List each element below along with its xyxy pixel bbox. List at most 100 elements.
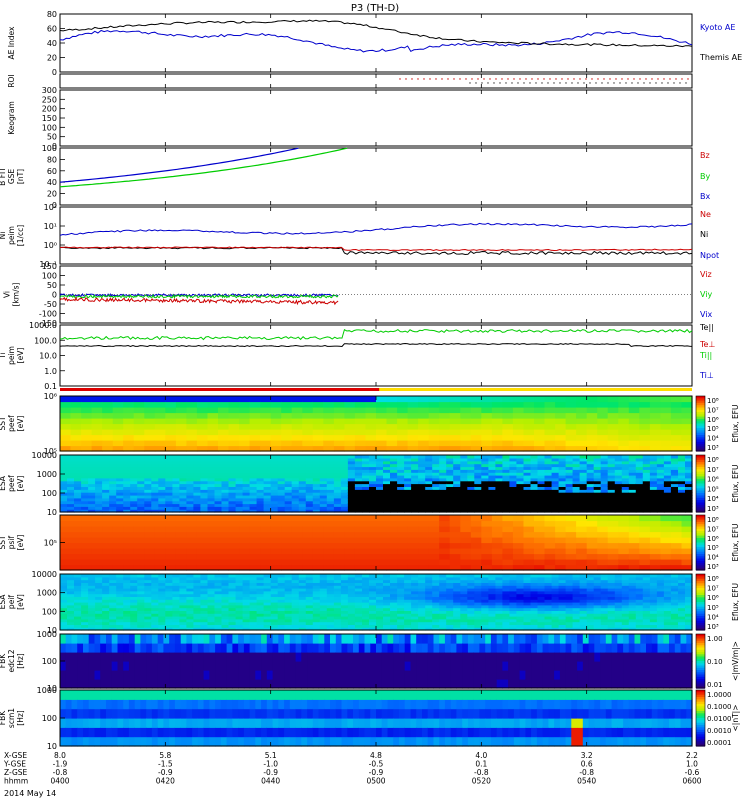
esa-electron-panel-cell — [656, 463, 665, 468]
sst-electron-panel-cell — [196, 401, 208, 408]
esa-electron-panel-cell — [565, 483, 574, 487]
sst-ion-panel-cell — [91, 515, 103, 522]
esa-ion-panel-cell — [207, 602, 216, 606]
esa-electron-panel-cell — [495, 486, 503, 490]
esa-electron-panel-cell — [165, 483, 173, 487]
esa-electron-panel-cell — [200, 469, 208, 473]
sst-electron-panel-cell — [207, 423, 219, 430]
esa-ion-panel-cell — [418, 593, 426, 597]
sst-electron-panel-cell — [534, 412, 546, 419]
esa-ion-panel-cell — [354, 624, 363, 628]
sst-electron-panel-cell — [618, 418, 630, 425]
esa-electron-panel-cell — [586, 497, 595, 502]
esa-ion-panel-cell — [277, 596, 286, 600]
esa-ion-panel-cell — [425, 624, 433, 628]
esa-ion-panel-cell — [362, 610, 370, 614]
sst-electron-panel-cell — [523, 407, 535, 414]
esa-electron-panel-cell — [537, 457, 546, 462]
esa-electron-panel-cell — [607, 492, 616, 496]
esa-ion-panel-cell — [579, 590, 588, 595]
esa-electron-panel-cell — [376, 455, 384, 459]
esa-electron-panel-cell — [635, 509, 644, 513]
esa-electron-panel-cell — [411, 500, 419, 505]
esa-electron-panel-cell — [509, 492, 517, 496]
esa-electron-panel-cell — [404, 497, 412, 502]
esa-electron-panel-cell — [685, 506, 693, 510]
esa-ion-panel-cell — [340, 621, 349, 625]
esa-electron-panel-cell — [186, 480, 194, 485]
esa-electron-panel-cell — [488, 477, 496, 482]
esa-ion-panel-cell — [362, 613, 370, 617]
sst-electron-panel-cell — [70, 440, 82, 447]
esa-electron-panel-cell — [481, 483, 489, 487]
esa-electron-panel-cell — [312, 509, 321, 513]
esa-ion-panel-cell — [558, 602, 567, 606]
sst-ion-panel-cell — [112, 526, 124, 533]
roi-dot — [567, 78, 569, 80]
sst-electron-panel-colorbar-label: 10⁸ — [707, 397, 719, 405]
esa-ion-panel-cell — [551, 590, 560, 595]
esa-ion-panel-cell — [579, 604, 588, 609]
esa-electron-panel-cell — [263, 457, 272, 462]
esa-ion-panel-cell — [116, 576, 124, 581]
esa-electron-panel-cell — [635, 466, 644, 470]
sst-electron-panel-cell — [386, 412, 398, 419]
esa-electron-panel-cell — [579, 472, 588, 476]
esa-electron-panel-cell — [558, 466, 567, 470]
sst-electron-panel-cell — [555, 434, 567, 441]
esa-ion-panel-cell — [453, 599, 461, 603]
esa-ion-panel-cell — [165, 585, 173, 589]
esa-ion-panel-cell — [354, 585, 363, 589]
sst-ion-panel-cell — [397, 542, 409, 549]
sst-electron-panel-cell — [123, 423, 135, 430]
sst-electron-panel-cell — [618, 423, 630, 430]
sst-electron-panel-cell — [323, 434, 335, 441]
esa-ion-panel-cell — [390, 607, 398, 611]
esa-electron-panel-cell — [109, 480, 117, 485]
sst-electron-panel-cell — [639, 429, 651, 436]
sst-ion-panel-cell — [112, 559, 124, 566]
sst-ion-panel-cell — [133, 542, 145, 549]
esa-electron-panel-cell — [600, 497, 609, 502]
esa-ion-panel-cell — [354, 610, 363, 614]
sst-ion-panel-cell — [418, 526, 430, 533]
esa-ion-panel-cell — [179, 621, 187, 625]
esa-electron-panel-cell — [214, 460, 223, 465]
sst-electron-panel-cell — [60, 423, 72, 430]
esa-electron-panel-cell — [558, 472, 567, 476]
esa-ion-panel-cell — [130, 627, 138, 631]
esa-ion-panel-cell — [579, 624, 588, 628]
esa-electron-panel-cell — [551, 455, 560, 459]
esa-ion-panel-cell — [551, 624, 560, 628]
esa-electron-panel-cell — [354, 506, 363, 510]
esa-ion-panel-cell — [425, 616, 433, 620]
esa-electron-panel-cell — [123, 477, 131, 482]
esa-ion-panel-cell — [502, 585, 510, 589]
esa-electron-panel-cell — [411, 506, 419, 510]
sst-ion-panel-cell — [102, 537, 114, 544]
esa-electron-panel-cell — [88, 477, 96, 482]
esa-electron-panel-cell — [432, 506, 440, 510]
esa-electron-panel-cell — [579, 463, 588, 468]
esa-electron-panel-cell — [74, 497, 82, 502]
sst-electron-panel-cell — [239, 445, 251, 452]
esa-electron-panel-cell — [586, 455, 595, 459]
esa-electron-panel-cell — [249, 500, 258, 505]
bfit-panel-ytick-label: 80 — [47, 155, 57, 164]
sst-ion-panel-cell — [523, 537, 535, 544]
esa-ion-panel-cell — [263, 596, 272, 600]
esa-ion-panel-cell — [151, 618, 159, 623]
sst-electron-panel-cell — [91, 423, 103, 430]
esa-ion-panel-cell — [74, 585, 82, 589]
esa-electron-panel-cell — [207, 457, 216, 462]
sst-ion-panel-cell — [239, 559, 251, 566]
esa-electron-panel-cell — [614, 497, 623, 502]
sst-electron-panel-cell — [670, 434, 682, 441]
sst-electron-panel-cell — [681, 429, 693, 436]
esa-electron-panel-cell — [172, 506, 180, 510]
sst-ion-panel-cell — [144, 553, 156, 560]
esa-electron-panel-cell — [95, 455, 103, 459]
ni-legend: Ne — [700, 210, 711, 219]
esa-electron-panel-cell — [158, 483, 166, 487]
esa-electron-panel-cell — [158, 500, 166, 505]
